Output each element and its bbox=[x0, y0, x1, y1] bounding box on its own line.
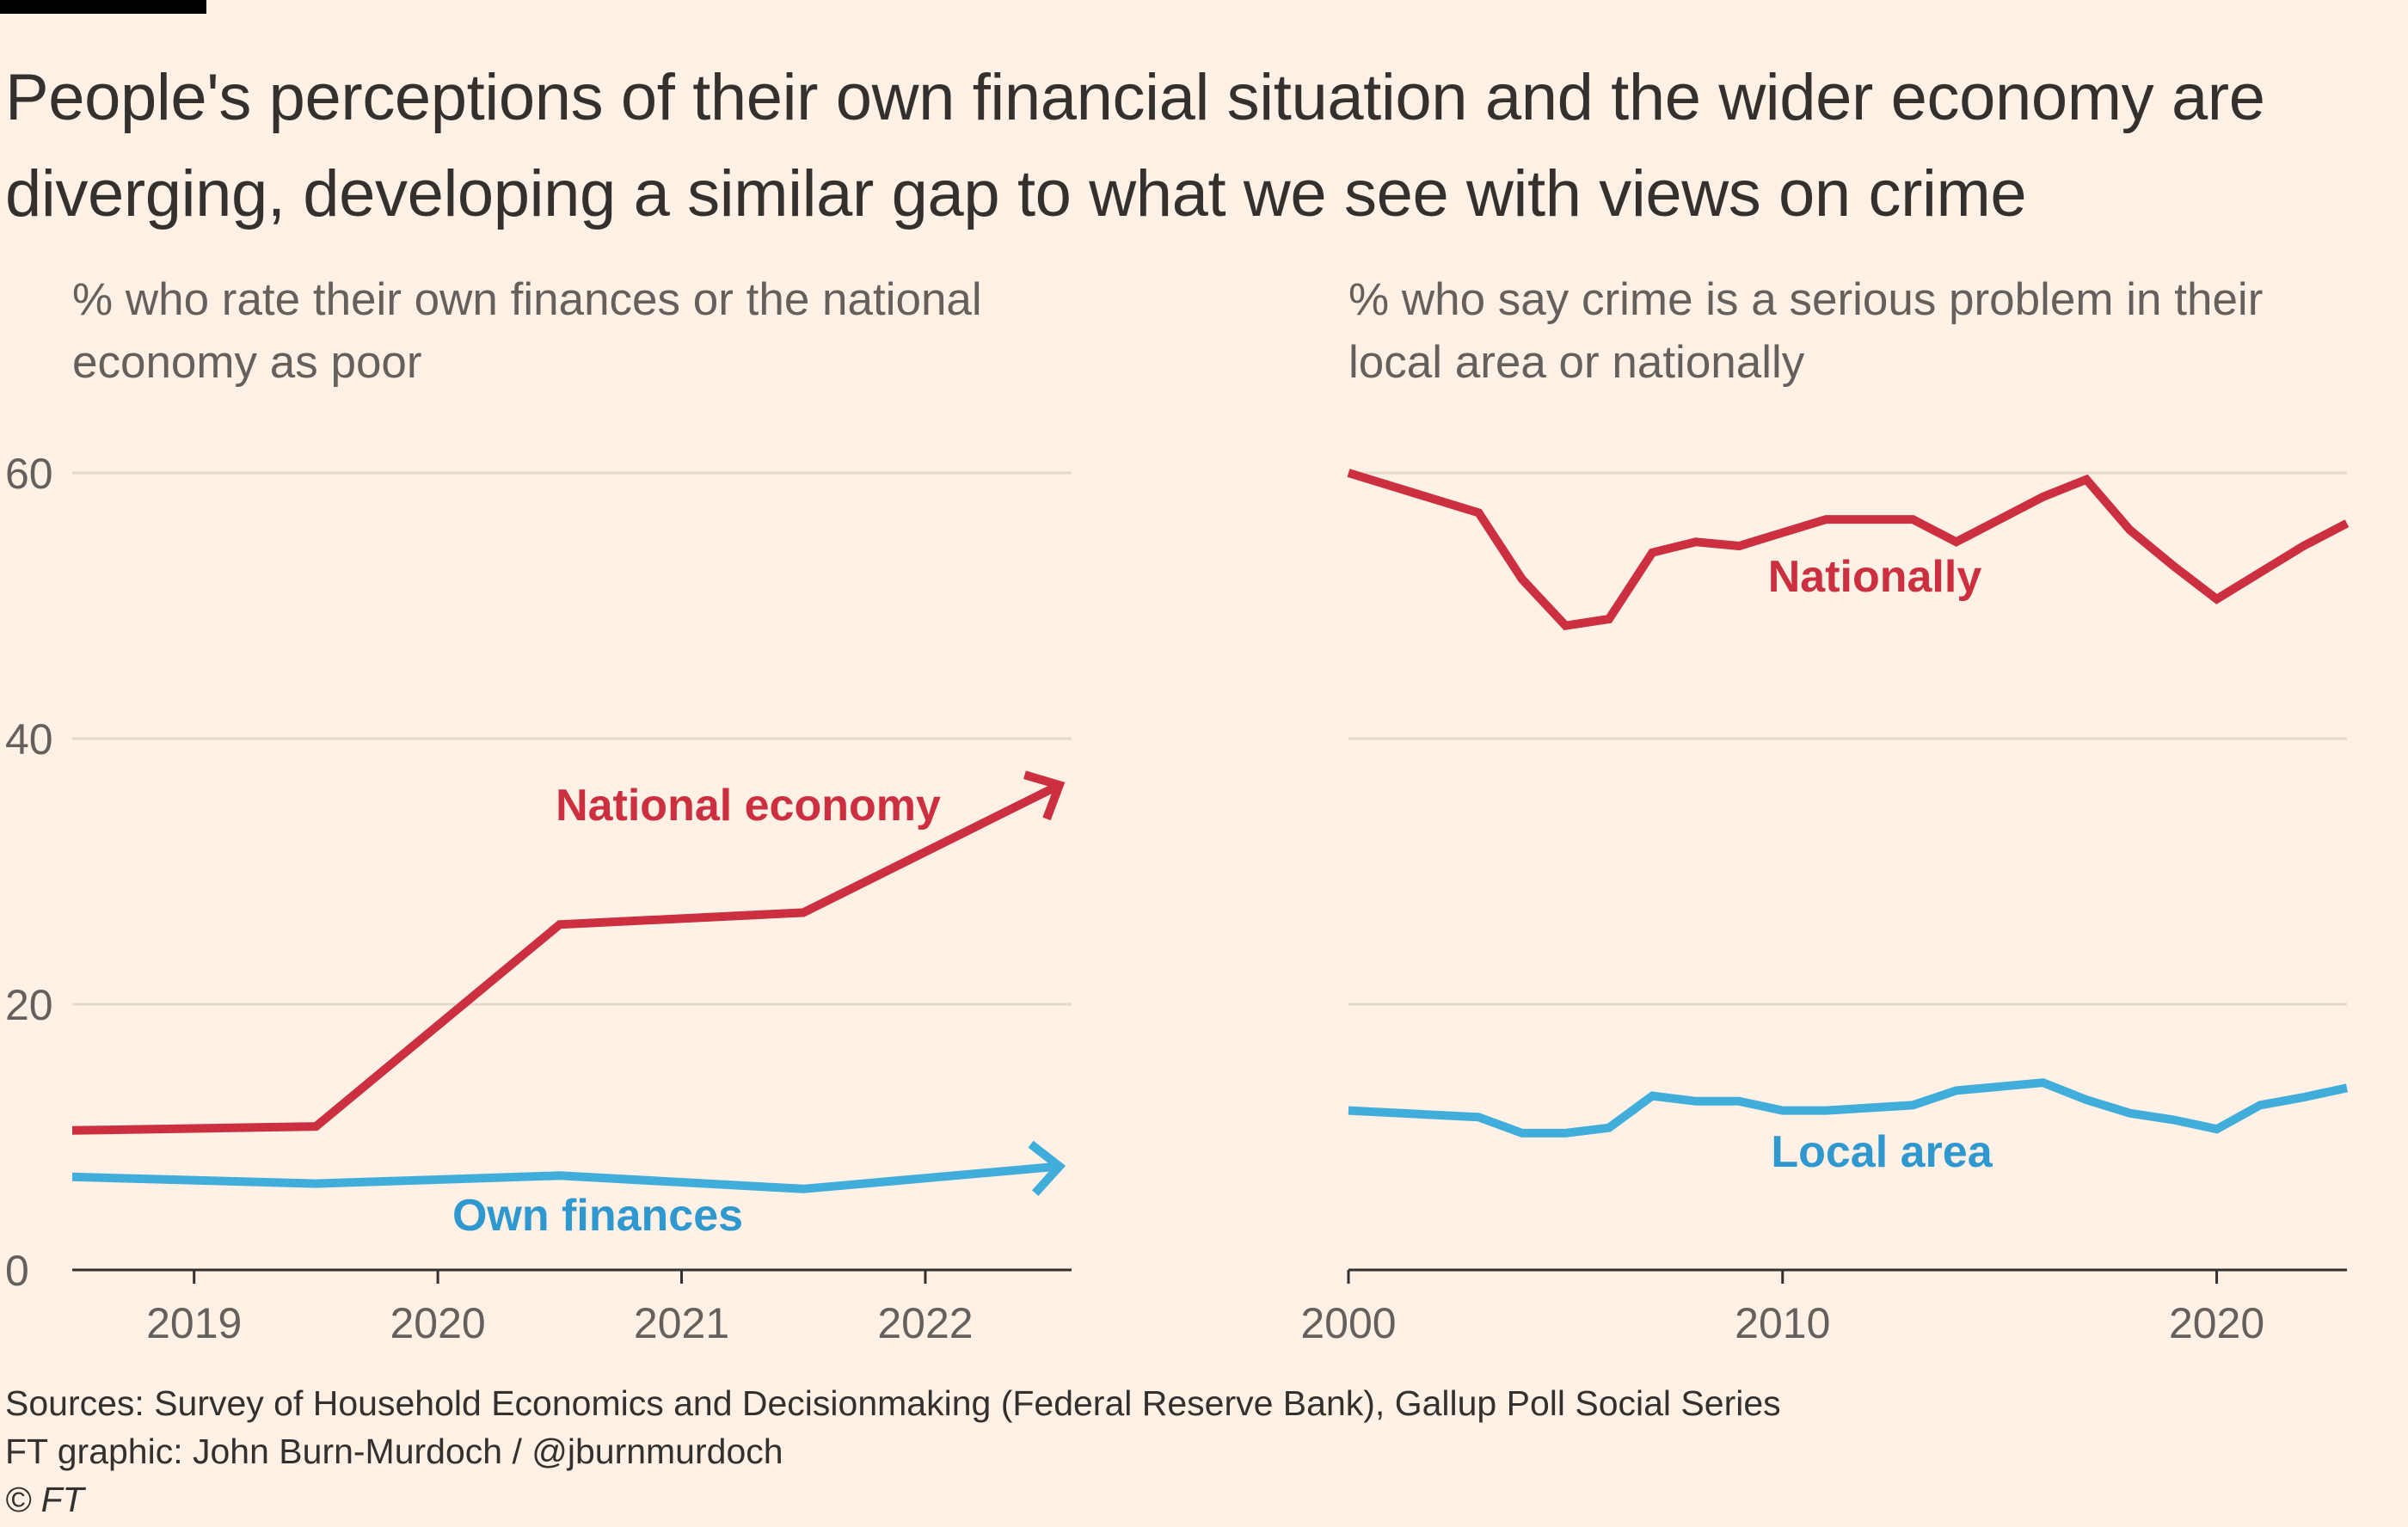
right-chart-subtitle: % who say crime is a serious problem in … bbox=[1348, 274, 2264, 388]
left-chart-finances: 0 20 40 60 2019 2020 2021 2022 National economy O… bbox=[5, 450, 1072, 1347]
x-tick-label-2020: 2020 bbox=[390, 1299, 486, 1347]
copyright-note: © FT bbox=[5, 1480, 84, 1519]
right-chart-crime: 2000 2010 2020 Nationally Local area bbox=[1300, 469, 2350, 1347]
x-tick-label-2022: 2022 bbox=[877, 1299, 973, 1347]
series-line-national-economy bbox=[71, 781, 1062, 1135]
y-tick-label-60: 60 bbox=[5, 450, 53, 498]
series-line-nationally bbox=[1347, 469, 2350, 631]
arrow-head-national-economy bbox=[1023, 770, 1066, 821]
x-tick-label-2010: 2010 bbox=[1735, 1299, 1830, 1347]
series-line-local-area bbox=[1348, 1078, 2349, 1138]
x-tick-label-2000: 2000 bbox=[1300, 1299, 1396, 1347]
series-label-nationally: Nationally bbox=[1768, 552, 1982, 602]
series-line-own-finances bbox=[71, 1162, 1060, 1193]
ft-brand-bar bbox=[0, 0, 206, 14]
graphic-credit: FT graphic: John Burn-Murdoch / @jburnmu… bbox=[5, 1432, 783, 1471]
y-tick-label-40: 40 bbox=[5, 715, 53, 764]
series-label-local-area: Local area bbox=[1771, 1127, 1993, 1177]
x-tick-label-2021: 2021 bbox=[634, 1299, 729, 1347]
x-tick-label-2019: 2019 bbox=[146, 1299, 242, 1347]
left-chart-subtitle: % who rate their own finances or the nat… bbox=[72, 274, 982, 388]
y-tick-label-0: 0 bbox=[5, 1247, 29, 1295]
sources-note: Sources: Survey of Household Economics a… bbox=[5, 1383, 1781, 1423]
chart-title: People's perceptions of their own financ… bbox=[5, 61, 2265, 230]
series-label-national-economy: National economy bbox=[556, 781, 941, 831]
arrow-head-own-finances bbox=[1028, 1140, 1066, 1197]
y-tick-label-20: 20 bbox=[5, 981, 53, 1029]
footer: Sources: Survey of Household Economics a… bbox=[5, 1379, 1781, 1524]
x-tick-label-2020: 2020 bbox=[2169, 1299, 2264, 1347]
series-label-own-finances: Own finances bbox=[452, 1191, 743, 1241]
